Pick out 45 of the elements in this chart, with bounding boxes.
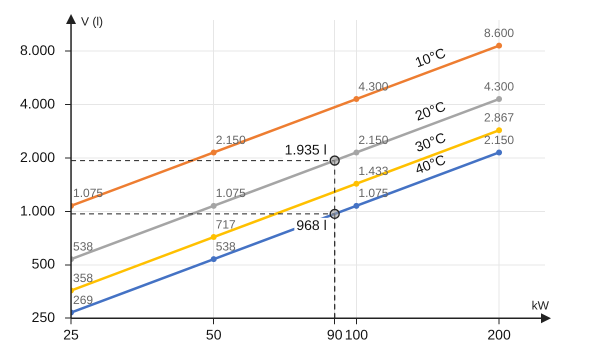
y-tick-label: 1.000 xyxy=(20,202,56,218)
text: 20°C xyxy=(412,98,448,124)
x-tick-label: 200 xyxy=(487,326,511,342)
data-label: 2.150 xyxy=(216,132,246,147)
y-tick-label: 4.000 xyxy=(20,95,56,112)
point xyxy=(210,234,217,240)
point xyxy=(210,149,217,156)
data-label: 2.867 xyxy=(484,110,514,125)
point xyxy=(496,96,502,102)
point xyxy=(496,149,502,156)
data-label: 8.600 xyxy=(484,26,514,40)
x-tick-label: 25 xyxy=(63,326,80,342)
data-label: 358 xyxy=(73,270,94,285)
data-label: 1.075 xyxy=(73,186,104,200)
data-label: 1.075 xyxy=(216,186,246,200)
y-tick-label: 8.000 xyxy=(20,42,56,58)
point xyxy=(496,127,502,134)
y-tick-label: 2.000 xyxy=(20,148,56,165)
text: 10°C xyxy=(412,44,448,70)
x-axis-title: kW xyxy=(532,298,550,313)
data-label: 2.150 xyxy=(484,132,514,147)
y-tick-label: 250 xyxy=(32,309,56,326)
point xyxy=(210,202,217,209)
y-axis-title: V (l) xyxy=(81,14,104,28)
data-label: 2.150 xyxy=(358,132,389,147)
point xyxy=(353,202,360,209)
data-label: 538 xyxy=(73,239,94,254)
point xyxy=(496,42,502,49)
x-tick-label: 50 xyxy=(206,326,222,342)
annotation: 968 l xyxy=(296,216,327,233)
x-tick-label: 90 xyxy=(326,326,343,342)
annotation: 1.935 l xyxy=(284,141,327,158)
point xyxy=(353,149,360,156)
data-label: 1.433 xyxy=(358,164,389,178)
data-label: 4.300 xyxy=(358,79,389,94)
point xyxy=(353,180,360,187)
y-tick-label: 500 xyxy=(32,256,56,272)
data-label: 1.075 xyxy=(358,186,389,200)
point xyxy=(210,256,217,262)
x-tick-label: 100 xyxy=(344,326,368,342)
data-label: 538 xyxy=(216,239,236,254)
data-label: 717 xyxy=(216,217,236,232)
data-label: 4.300 xyxy=(484,79,514,94)
data-label: 269 xyxy=(73,292,94,307)
point xyxy=(353,96,360,102)
